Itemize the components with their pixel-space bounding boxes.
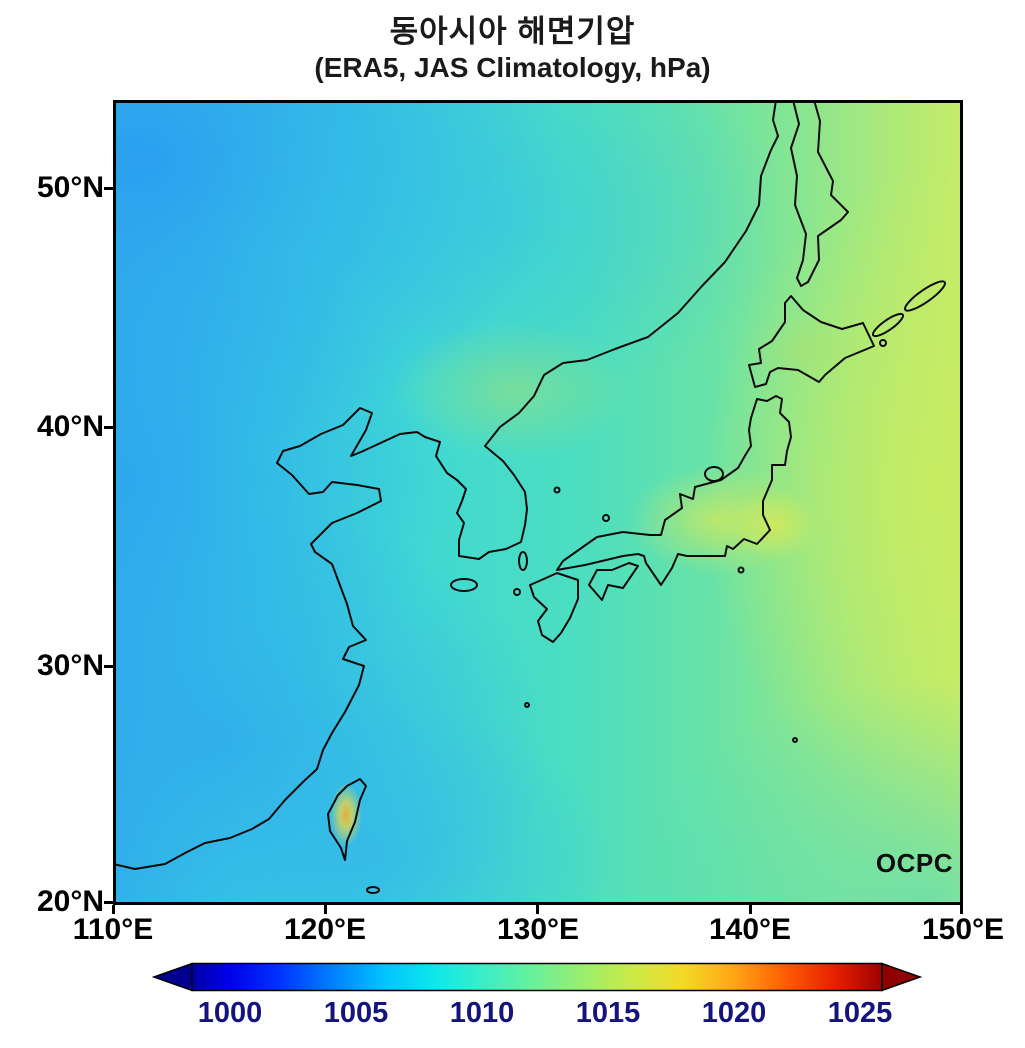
small-islands: [366, 280, 946, 894]
pressure-field: [113, 100, 963, 905]
plot-frame: [113, 100, 963, 905]
y-tick-label-50n: 50°N: [36, 171, 104, 204]
x-tick-mark: [960, 905, 963, 914]
x-tick-mark: [749, 905, 752, 914]
coastline-china-korea-russia: [113, 100, 779, 870]
coastline-sakhalin: [790, 100, 849, 287]
y-tick-label-20n: 20°N: [36, 885, 104, 918]
coastline-kyushu: [529, 572, 579, 643]
y-tick-mark: [104, 187, 113, 190]
y-tick-label-30n: 30°N: [36, 649, 104, 682]
ocpc-watermark: OCPC: [875, 848, 953, 878]
slp-contour-map: [113, 100, 963, 905]
coastline-shikoku: [588, 562, 639, 601]
colorbar-gradient: [151, 962, 923, 992]
colorbar-tick-1010: 1010: [449, 997, 515, 1029]
map-plot: [113, 100, 963, 905]
y-tick-label-40n: 40°N: [36, 410, 104, 443]
x-tick-mark: [112, 905, 115, 914]
x-tick-mark: [536, 905, 539, 914]
x-tick-label-150e: 150°E: [921, 913, 1005, 946]
x-tick-label-130e: 130°E: [496, 913, 580, 946]
x-tick-label-110e: 110°E: [72, 913, 154, 946]
y-tick-mark: [104, 426, 113, 429]
y-tick-mark: [104, 901, 113, 904]
x-tick-label-140e: 140°E: [708, 913, 792, 946]
x-tick-label-120e: 120°E: [283, 913, 367, 946]
colorbar-tick-1015: 1015: [575, 997, 641, 1029]
colorbar-tick-1000: 1000: [197, 997, 263, 1029]
page-title: 동아시아 해면기압: [389, 14, 636, 49]
colorbar-right-arrow: [881, 962, 923, 992]
colorbar-tick-1025: 1025: [827, 997, 893, 1029]
page-subtitle: (ERA5, JAS Climatology, hPa): [314, 52, 711, 83]
colorbar: [151, 962, 923, 992]
colorbar-left-arrow: [151, 962, 193, 992]
y-tick-mark: [104, 665, 113, 668]
x-tick-mark: [324, 905, 327, 914]
colorbar-body: [191, 962, 883, 992]
coastline-taiwan: [327, 778, 367, 861]
colorbar-tick-1005: 1005: [323, 997, 389, 1029]
coastline-hokkaido: [748, 295, 875, 388]
colorbar-tick-1020: 1020: [701, 997, 767, 1029]
